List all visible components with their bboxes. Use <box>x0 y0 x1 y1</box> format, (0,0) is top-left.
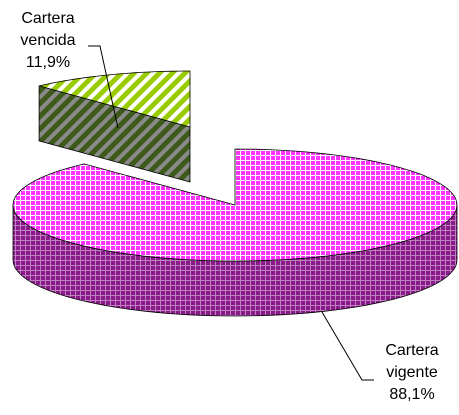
slice-percent-label: 88,1% <box>389 386 435 403</box>
slice-label-line-1: Cartera <box>21 10 75 27</box>
leader-lines <box>88 45 374 381</box>
slice-label-line-1: Cartera <box>385 342 439 359</box>
slice-top-cartera-vigente <box>12 148 458 262</box>
pie-slices <box>12 70 458 317</box>
leader-line-cartera-vencida <box>88 45 119 129</box>
slice-top-cartera-vencida <box>38 70 191 128</box>
slice-label-line-2: vencida <box>20 32 76 49</box>
leader-line-cartera-vigente <box>321 311 374 381</box>
slice-percent-label: 11,9% <box>25 54 71 71</box>
slice-label-line-2: vigente <box>386 364 438 381</box>
slice-label-cartera-vigente: Cartera vigente 88,1% <box>372 340 452 406</box>
slice-label-cartera-vencida: Cartera vencida 11,9% <box>8 8 88 74</box>
